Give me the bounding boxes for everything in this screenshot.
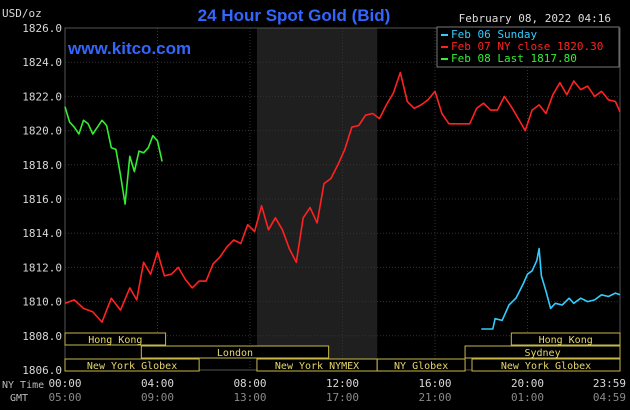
x-tick-label-ny: 16:00 [418,377,451,390]
session-bar [376,358,466,372]
y-tick-label: 1824.0 [22,56,62,69]
y-tick-label: 1808.0 [22,330,62,343]
x-tick-label-ny: 08:00 [233,377,266,390]
legend-box [436,26,620,68]
session-bar [140,345,330,359]
unit-label: USD/oz [2,7,42,20]
x-tick-label-ny: 20:00 [511,377,544,390]
session-bar [471,358,621,372]
session-label: New York NYMEX [275,361,359,372]
session-label: New York Globex [501,361,591,372]
x-tick-label-ny: 00:00 [48,377,81,390]
y-tick-label: 1812.0 [22,261,62,274]
gmt-label: GMT [10,393,28,404]
timestamp: February 08, 2022 04:16 [459,12,611,25]
ny-time-label: NY Time [2,380,44,391]
y-axis-ticks: 1806.0 1808.0 1810.0 1812.0 1814.0 1816.0 1818… [22,22,62,377]
y-tick-label: 1820.0 [22,125,62,138]
chart-title: 24 Hour Spot Gold (Bid) [198,6,391,25]
session-bar [464,345,621,359]
session-bar [64,358,200,372]
session-label: Sydney [524,348,560,359]
series-line-1 [64,71,621,323]
x-tick-label-ny: 04:00 [141,377,174,390]
x-tick-label-gmt: 09:00 [141,391,174,404]
legend: Feb 06 Sunday Feb 07 NY close 1820.30 Fe… [436,26,620,68]
x-tick-label-gmt: 13:00 [233,391,266,404]
legend-item-sunday: Feb 06 Sunday [451,28,537,41]
x-tick-label-gmt: 04:59 [593,391,626,404]
session-bar [64,332,167,346]
session-label: New York Globex [87,361,177,372]
market-sessions: Hong Kong Hong Kong London Sydney New York G… [64,332,621,372]
x-tick-label-gmt: 05:00 [48,391,81,404]
session-label: London [217,348,253,359]
x-tick-label-gmt: 01:00 [511,391,544,404]
session-label: Hong Kong [539,335,593,346]
y-tick-label: 1816.0 [22,193,62,206]
y-tick-label: 1806.0 [22,364,62,377]
x-tick-label-gmt: 21:00 [418,391,451,404]
y-tick-label: 1822.0 [22,90,62,103]
price-series [64,71,621,330]
x-tick-label-ny: 12:00 [326,377,359,390]
session-bar [510,332,621,346]
watermark: www.kitco.com [67,39,191,58]
session-label: Hong Kong [88,335,142,346]
x-tick-label-ny: 23:59 [593,377,626,390]
session-label: NY Globex [394,361,448,372]
y-tick-label: 1814.0 [22,227,62,240]
y-tick-label: 1818.0 [22,159,62,172]
y-tick-label: 1810.0 [22,296,62,309]
x-tick-label-gmt: 17:00 [326,391,359,404]
legend-item-ny-close: Feb 07 NY close 1820.30 [451,40,603,53]
y-tick-label: 1826.0 [22,22,62,35]
series-line-2 [64,106,163,205]
series-line-0 [481,247,621,330]
legend-item-last: Feb 08 Last 1817.80 [451,52,577,65]
